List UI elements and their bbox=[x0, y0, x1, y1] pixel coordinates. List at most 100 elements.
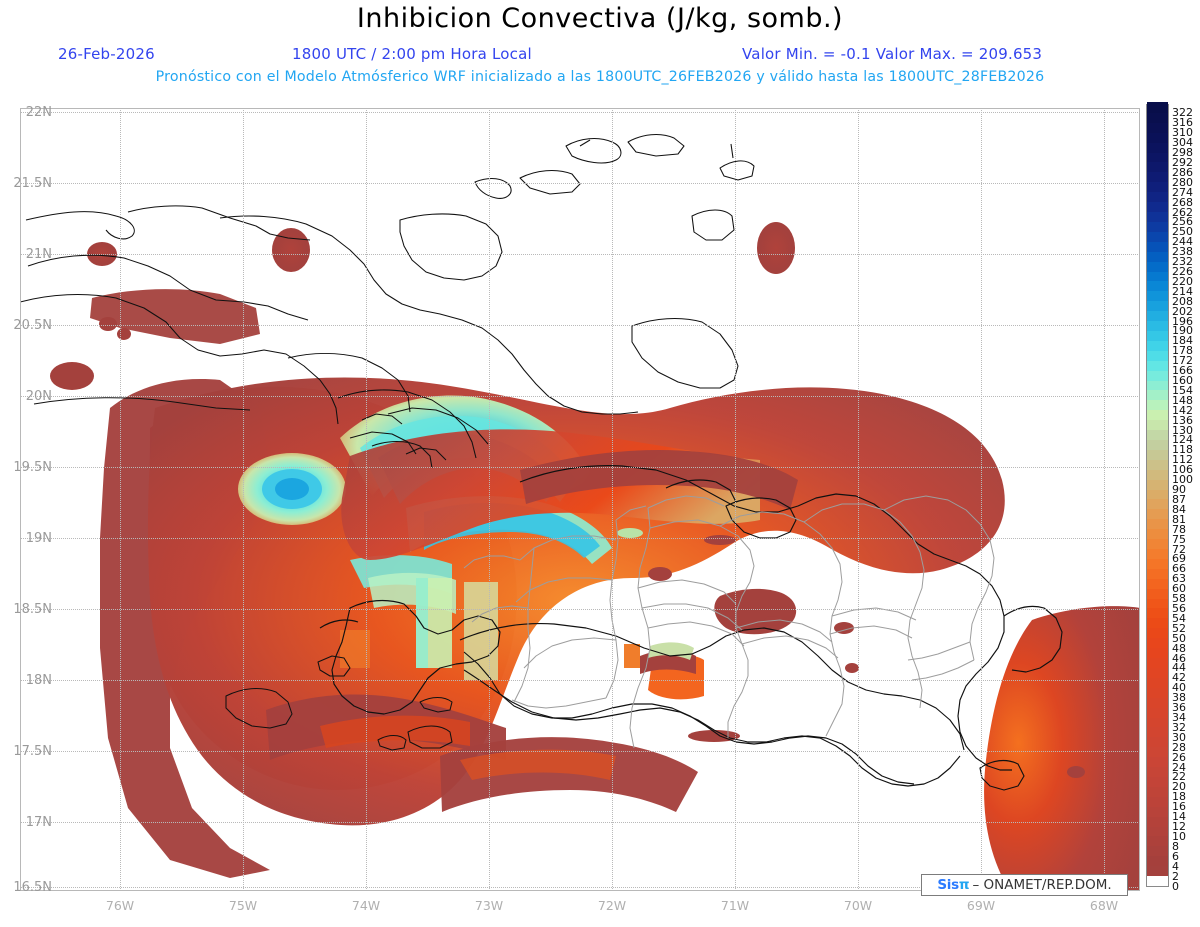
logo-pi-icon: π bbox=[958, 877, 970, 893]
gridline-lat-20-5n bbox=[20, 325, 1140, 326]
coastline-layer bbox=[20, 133, 1063, 791]
colorbar-tick-label: 244 bbox=[1172, 235, 1193, 249]
colorbar-tick-label: 166 bbox=[1172, 364, 1193, 378]
colorbar-cell bbox=[1147, 488, 1168, 500]
gridline-lon-68w bbox=[1104, 108, 1105, 891]
colorbar-cell bbox=[1147, 518, 1168, 530]
colorbar-tick-label: 142 bbox=[1172, 403, 1193, 417]
cin-tongue-south-central-hot bbox=[460, 749, 616, 780]
y-axis-label-6: 19N bbox=[25, 531, 52, 546]
colorbar-cell bbox=[1147, 538, 1168, 550]
colorbar-cell bbox=[1147, 657, 1168, 668]
forecast-time: 1800 UTC / 2:00 pm Hora Local bbox=[292, 45, 532, 63]
y-axis-label-5: 19.5N bbox=[13, 460, 52, 475]
colorbar-cell bbox=[1147, 766, 1168, 777]
colorbar-tick-label: 63 bbox=[1172, 572, 1186, 586]
colorbar-tick-label: 87 bbox=[1172, 492, 1186, 506]
colorbar-cell bbox=[1147, 558, 1168, 569]
colorbar-cell bbox=[1147, 221, 1168, 232]
colorbar-cell bbox=[1147, 647, 1168, 659]
gridline-lat-19n bbox=[20, 538, 1140, 539]
colorbar-tick-label: 50 bbox=[1172, 631, 1186, 645]
colorbar-cell bbox=[1147, 112, 1168, 123]
colorbar-cell bbox=[1147, 122, 1168, 133]
gridline-lat-17-5n bbox=[20, 751, 1140, 752]
colorbar-cell bbox=[1147, 528, 1168, 540]
x-axis-label-2: 74W bbox=[351, 898, 381, 913]
gridline-lon-76w bbox=[120, 108, 121, 891]
colorbar-cell bbox=[1147, 875, 1168, 886]
colorbar-cell bbox=[1147, 320, 1168, 331]
colorbar-tick-label: 298 bbox=[1172, 146, 1193, 160]
colorbar-tick-label: 6 bbox=[1172, 849, 1179, 863]
y-axis-label-9: 17.5N bbox=[13, 744, 52, 759]
gridline-lat-19-5n bbox=[20, 467, 1140, 468]
cin-patch-sw-1 bbox=[340, 630, 370, 668]
colorbar-tick-label: 130 bbox=[1172, 423, 1193, 437]
colorbar-cell bbox=[1147, 389, 1168, 401]
colorbar-cell bbox=[1147, 469, 1168, 480]
colorbar-cell bbox=[1147, 231, 1168, 242]
colorbar-cell bbox=[1147, 290, 1168, 302]
colorbar-tick-label: 190 bbox=[1172, 324, 1193, 338]
colorbar-cell bbox=[1147, 102, 1168, 113]
colorbar-tick-label: 154 bbox=[1172, 383, 1193, 397]
colorbar-tick-label: 292 bbox=[1172, 155, 1193, 169]
colorbar-cell bbox=[1147, 399, 1168, 411]
attribution-logo-box: Sis π – ONAMET/REP.DOM. bbox=[921, 874, 1128, 896]
colorbar-cell bbox=[1147, 687, 1168, 698]
colorbar-cell bbox=[1147, 716, 1168, 728]
logo-sis-text: Sis bbox=[937, 877, 959, 893]
gridline-lon-70w bbox=[858, 108, 859, 891]
colorbar-tick-label: 84 bbox=[1172, 502, 1186, 516]
colorbar-cell bbox=[1147, 479, 1168, 490]
colorbar-cell bbox=[1147, 201, 1168, 213]
colorbar-cell bbox=[1147, 697, 1168, 708]
value-min-max: Valor Min. = -0.1 Valor Max. = 209.653 bbox=[742, 45, 1043, 63]
colorbar-cell bbox=[1147, 597, 1168, 609]
colorbar[interactable] bbox=[1146, 102, 1169, 887]
y-axis-label-3: 20.5N bbox=[13, 318, 52, 333]
colorbar-tick-label: 34 bbox=[1172, 711, 1186, 724]
colorbar-tick-label: 274 bbox=[1172, 185, 1193, 199]
cin-band-north-coast bbox=[520, 450, 798, 510]
map-plot-area bbox=[20, 108, 1140, 891]
x-axis-label-0: 76W bbox=[105, 898, 135, 913]
colorbar-cell bbox=[1147, 241, 1168, 252]
colorbar-tick-label: 268 bbox=[1172, 195, 1193, 209]
colorbar-tick-label: 178 bbox=[1172, 344, 1193, 358]
colorbar-cell bbox=[1147, 756, 1168, 768]
colorbar-cell bbox=[1147, 151, 1168, 163]
colorbar-tick-label: 106 bbox=[1172, 463, 1193, 477]
colorbar-cell bbox=[1147, 251, 1168, 262]
colorbar-cell bbox=[1147, 459, 1168, 470]
colorbar-tick-label: 0 bbox=[1172, 879, 1179, 893]
colorbar-cell bbox=[1147, 161, 1168, 173]
gridline-lon-71w bbox=[735, 108, 736, 891]
colorbar-tick-label: 52 bbox=[1172, 621, 1186, 635]
colorbar-tick-label: 2 bbox=[1172, 869, 1179, 883]
colorbar-tick-label: 38 bbox=[1172, 691, 1186, 705]
x-axis-label-6: 70W bbox=[843, 898, 873, 913]
cin-patch-dr-2 bbox=[648, 567, 672, 581]
colorbar-cell bbox=[1147, 261, 1168, 272]
colorbar-tick-label: 28 bbox=[1172, 740, 1186, 754]
colorbar-tick-label: 226 bbox=[1172, 264, 1193, 278]
colorbar-cell bbox=[1147, 439, 1168, 450]
colorbar-tick-label: 32 bbox=[1172, 720, 1186, 734]
cin-blob-bahamas-2 bbox=[757, 222, 795, 274]
y-axis-label-4: 20N bbox=[25, 389, 52, 404]
colorbar-cell bbox=[1147, 776, 1168, 787]
colorbar-tick-label: 75 bbox=[1172, 532, 1186, 546]
colorbar-tick-label: 136 bbox=[1172, 413, 1193, 427]
colorbar-tick-label: 58 bbox=[1172, 592, 1186, 606]
colorbar-cell bbox=[1147, 449, 1168, 460]
y-axis-label-1: 21.5N bbox=[13, 176, 52, 191]
y-axis-label-8: 18N bbox=[25, 673, 52, 688]
colorbar-cell bbox=[1147, 845, 1168, 857]
colorbar-cell bbox=[1147, 191, 1168, 203]
colorbar-cell bbox=[1147, 171, 1168, 183]
colorbar-tick-label: 100 bbox=[1172, 473, 1193, 487]
colorbar-tick-label: 214 bbox=[1172, 284, 1193, 298]
